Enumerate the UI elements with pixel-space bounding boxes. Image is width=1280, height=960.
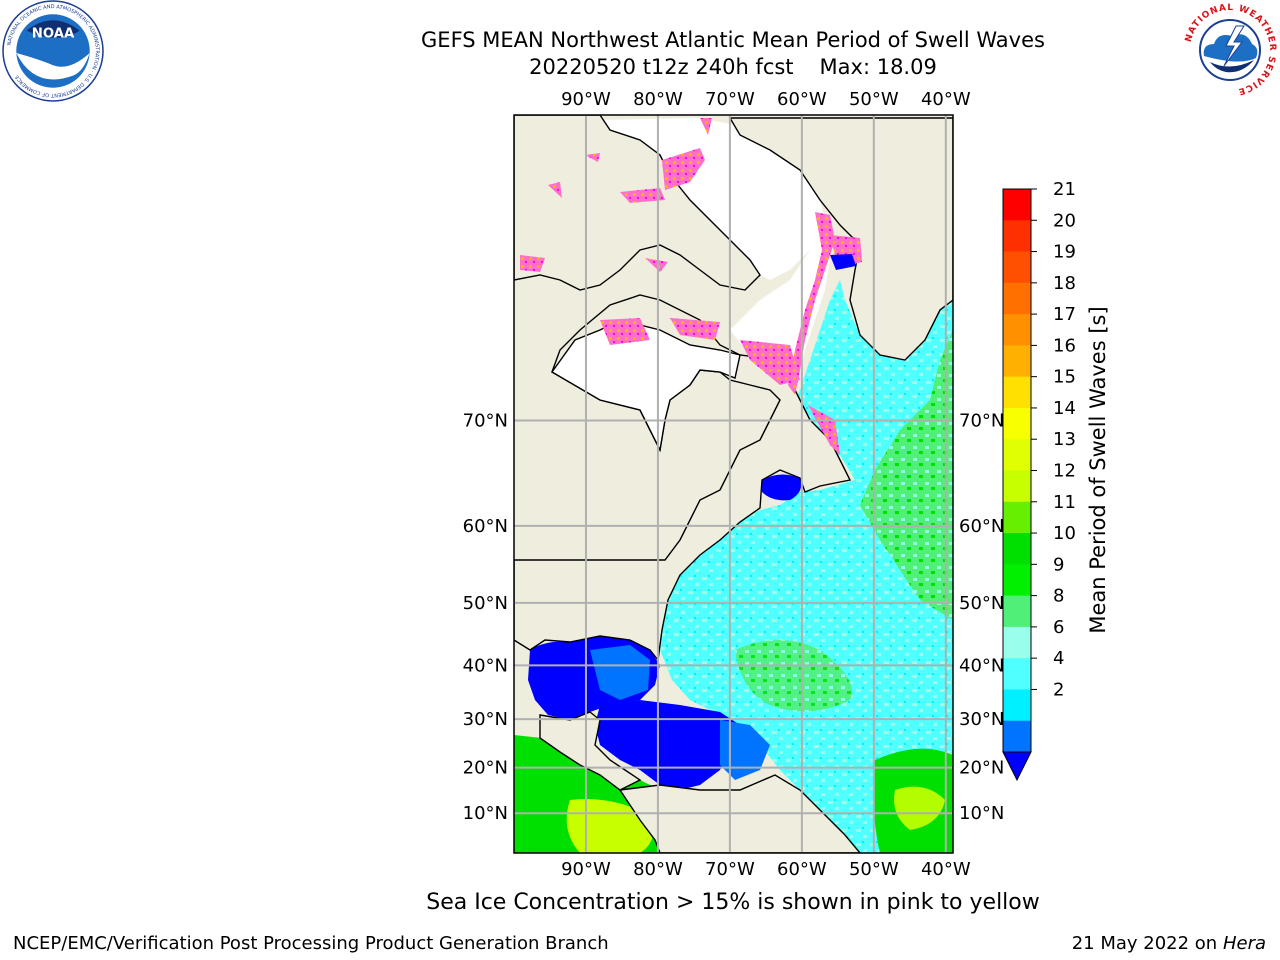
lat-label-left: 60°N bbox=[463, 516, 508, 537]
colorbar-segment bbox=[1003, 345, 1031, 378]
colorbar-tick-label: 17 bbox=[1053, 304, 1076, 325]
colorbar-segment bbox=[1003, 314, 1031, 346]
chart-subtitle: 20220520 t12z 240h fcst Max: 18.09 bbox=[250, 54, 1216, 80]
colorbar-segment bbox=[1003, 720, 1031, 753]
lat-label-right: 40°N bbox=[959, 655, 1004, 676]
colorbar-tick-label: 4 bbox=[1053, 648, 1064, 669]
footer-date-text: 21 May 2022 on bbox=[1071, 933, 1218, 954]
colorbar-tick-label: 19 bbox=[1053, 242, 1076, 263]
lat-label-left: 30°N bbox=[463, 709, 508, 730]
colorbar-segment bbox=[1003, 189, 1031, 221]
footer-credit: NCEP/EMC/Verification Post Processing Pr… bbox=[13, 933, 609, 954]
lon-label-top: 50°W bbox=[849, 89, 899, 110]
colorbar-segment bbox=[1003, 626, 1031, 659]
colorbar-segment bbox=[1003, 501, 1031, 534]
colorbar-tick-label: 12 bbox=[1053, 461, 1076, 482]
colorbar-tick-label: 11 bbox=[1053, 492, 1076, 513]
colorbar-tick-label: 10 bbox=[1053, 523, 1076, 544]
lat-label-left: 20°N bbox=[463, 758, 508, 779]
colorbar-segment bbox=[1003, 220, 1031, 253]
greenland bbox=[728, 117, 953, 361]
lat-label-right: 50°N bbox=[959, 593, 1004, 614]
lat-label-right: 70°N bbox=[959, 410, 1004, 431]
colorbar-tick-label: 21 bbox=[1053, 179, 1076, 200]
swell-period-map: 90°W 90°W 80°W 80°W 70°W 70°W 60°W 60°W 50°W 50°W… bbox=[463, 89, 1076, 880]
lat-label-left: 40°N bbox=[463, 655, 508, 676]
colorbar-extend-min bbox=[1002, 751, 1032, 782]
max-value: Max: 18.09 bbox=[819, 55, 937, 79]
colorbar-segment bbox=[1003, 658, 1031, 690]
noaa-center-text: NOAA bbox=[32, 27, 75, 42]
lon-label-bottom: 60°W bbox=[777, 859, 827, 880]
colorbar: 21 20 19 18 17 16 15 14 13 12 11 10 9 8 6 4 2 bbox=[1002, 179, 1076, 782]
chart-title: GEFS MEAN Northwest Atlantic Mean Period… bbox=[421, 28, 1045, 52]
gulf-swell-4-6s bbox=[590, 645, 650, 700]
colorbar-tick-label: 9 bbox=[1053, 554, 1064, 575]
colorbar-label: Mean Period of Swell Waves [s] bbox=[1086, 306, 1110, 634]
colorbar-tick-label: 18 bbox=[1053, 273, 1076, 294]
colorbar-segment bbox=[1003, 595, 1031, 628]
arctic-islands bbox=[514, 115, 761, 291]
ice-edge-low-swell bbox=[830, 254, 856, 270]
lon-label-bottom: 40°W bbox=[921, 859, 971, 880]
colorbar-tick-label: 15 bbox=[1053, 367, 1076, 388]
lat-label-right: 20°N bbox=[959, 758, 1004, 779]
colorbar-segment bbox=[1003, 407, 1031, 440]
caribbean-east-4-6s bbox=[720, 720, 770, 780]
lat-label-right: 30°N bbox=[959, 709, 1004, 730]
lon-label-top: 90°W bbox=[561, 89, 611, 110]
noaa-logo: NATIONAL OCEANIC AND ATMOSPHERIC ADMINIS… bbox=[2, 0, 104, 102]
colorbar-segment bbox=[1003, 439, 1031, 471]
colorbar-tick-label: 20 bbox=[1053, 210, 1076, 231]
lon-label-bottom: 70°W bbox=[705, 859, 755, 880]
lon-label-bottom: 50°W bbox=[849, 859, 899, 880]
lat-label-left: 70°N bbox=[463, 410, 508, 431]
colorbar-segment bbox=[1003, 533, 1031, 565]
lat-label-left: 50°N bbox=[463, 593, 508, 614]
footer-host: Hera bbox=[1222, 933, 1266, 954]
colorbar-tick-label: 6 bbox=[1053, 617, 1064, 638]
map-gridlines bbox=[514, 115, 953, 853]
lon-label-top: 60°W bbox=[777, 89, 827, 110]
colorbar-segment bbox=[1003, 564, 1031, 597]
swell-zone-9-10s-central bbox=[735, 640, 852, 712]
colorbar-tick-label: 13 bbox=[1053, 429, 1076, 450]
map-axis-labels: 90°W 90°W 80°W 80°W 70°W 70°W 60°W 60°W 50°W 50°W… bbox=[463, 89, 1005, 880]
sea-ice-note: Sea Ice Concentration > 15% is shown in … bbox=[426, 890, 1040, 915]
colorbar-tick-label: 14 bbox=[1053, 398, 1076, 419]
lon-label-top: 40°W bbox=[921, 89, 971, 110]
lon-label-top: 80°W bbox=[633, 89, 683, 110]
colorbar-tick-label: 2 bbox=[1053, 679, 1064, 700]
map-frame bbox=[513, 114, 954, 854]
swell-zone-9-10s-east bbox=[860, 330, 953, 620]
swell-zone-13-14s bbox=[894, 786, 945, 830]
lon-label-bottom: 80°W bbox=[633, 859, 683, 880]
colorbar-segment bbox=[1003, 689, 1031, 722]
lat-label-right: 60°N bbox=[959, 516, 1004, 537]
colorbar-segment bbox=[1003, 376, 1031, 409]
colorbar-tick-label: 16 bbox=[1053, 335, 1076, 356]
gulf-of-st-lawrence bbox=[762, 474, 802, 501]
lat-label-right: 10°N bbox=[959, 803, 1004, 824]
run-info: 20220520 t12z 240h fcst bbox=[529, 55, 794, 79]
colorbar-segment bbox=[1003, 470, 1031, 503]
colorbar-tick-label: 8 bbox=[1053, 586, 1064, 607]
central-america bbox=[539, 711, 642, 791]
nws-logo: NATIONAL WEATHER SERVICE bbox=[1182, 2, 1278, 98]
lon-label-top: 70°W bbox=[705, 89, 755, 110]
colorbar-segment bbox=[1003, 251, 1031, 284]
footer-date: 21 May 2022 on Hera bbox=[1072, 933, 1266, 954]
colorbar-segment bbox=[1003, 282, 1031, 315]
lat-label-left: 10°N bbox=[463, 803, 508, 824]
lon-label-bottom: 90°W bbox=[561, 859, 611, 880]
